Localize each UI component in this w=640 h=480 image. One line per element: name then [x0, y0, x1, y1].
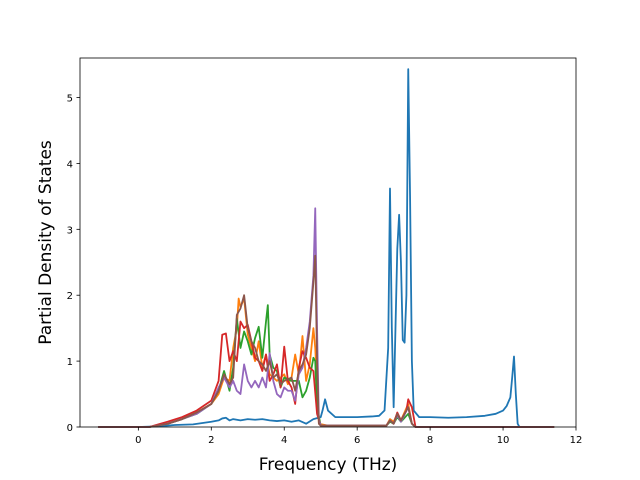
- x-tick-label: 8: [427, 435, 433, 446]
- plot-area: [98, 68, 555, 428]
- x-axis-label: Frequency (THz): [259, 455, 398, 475]
- axes-frame: [79, 57, 577, 428]
- x-tick-label: 12: [570, 435, 583, 446]
- x-tick-label: 4: [281, 435, 287, 446]
- x-tick-label: 2: [208, 435, 214, 446]
- y-axis-label: Partial Density of States: [36, 140, 56, 345]
- series-line-6: [98, 254, 555, 428]
- x-tick-label: 6: [354, 435, 360, 446]
- y-tick-label: 3: [67, 225, 73, 236]
- y-tick-label: 5: [67, 94, 73, 105]
- y-tick-label: 2: [67, 291, 73, 302]
- y-tick-label: 0: [67, 423, 73, 434]
- y-tick-label: 4: [67, 159, 73, 170]
- series-line-1: [98, 68, 555, 428]
- y-tick-label: 1: [67, 357, 73, 368]
- x-tick-label: 0: [135, 435, 141, 446]
- x-tick-label: 10: [497, 435, 510, 446]
